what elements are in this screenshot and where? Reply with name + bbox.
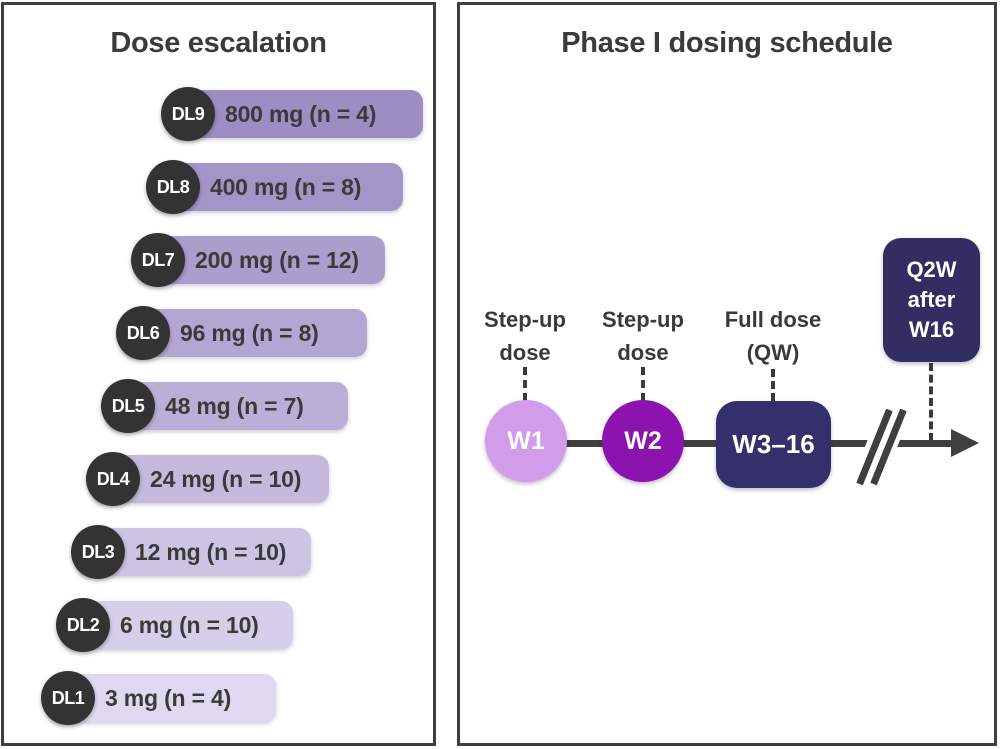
q2w-box-line: after <box>907 287 956 312</box>
timeline-arrowhead-icon <box>951 429 979 457</box>
dose-amount-label: 3 mg (n = 4) <box>105 685 232 711</box>
week1-label: W1 <box>507 426 545 455</box>
dashed-connector-line <box>641 367 645 401</box>
dose-level-badge: DL2 <box>56 598 110 652</box>
week2-node: W2 <box>602 400 684 482</box>
dose-amount-label: 400 mg (n = 8) <box>210 174 362 200</box>
q2w-after-w16-box: Q2W after W16 <box>883 238 980 362</box>
panel-dosing-schedule: Phase I dosing schedule Step-up dose Ste… <box>457 2 997 746</box>
dose-row: DL3 12 mg (n = 10) <box>71 525 311 579</box>
dose-row: DL2 6 mg (n = 10) <box>56 598 293 652</box>
annotation-full-dose-qw: Full dose (QW) <box>700 303 846 369</box>
dose-level-badge: DL9 <box>161 87 215 141</box>
week3-16-label: W3–16 <box>732 429 815 459</box>
annotation-line: Step-up <box>602 307 684 332</box>
q2w-box-line: W16 <box>908 317 955 342</box>
annotation-line: dose <box>499 340 551 365</box>
dose-level-badge: DL5 <box>101 379 155 433</box>
dashed-connector-line <box>771 369 775 401</box>
dose-level-badge: DL7 <box>131 233 185 287</box>
dose-escalation-title: Dose escalation <box>110 27 327 59</box>
dose-row: DL4 24 mg (n = 10) <box>86 452 329 506</box>
dose-row: DL9 800 mg (n = 4) <box>161 87 423 141</box>
week3-16-node: W3–16 <box>716 401 831 488</box>
dose-amount-label: 48 mg (n = 7) <box>165 393 304 419</box>
dose-amount-label: 12 mg (n = 10) <box>135 539 287 565</box>
dose-row: DL7 200 mg (n = 12) <box>131 233 385 287</box>
annotation-step-up-dose-1: Step-up dose <box>452 303 598 369</box>
q2w-box-line: Q2W <box>906 257 957 282</box>
dose-rows: DL9 800 mg (n = 4) DL8 400 mg (n = 8) DL… <box>4 5 433 743</box>
annotation-line: Step-up <box>484 307 566 332</box>
panel-dose-escalation: Dose escalation DL9 800 mg (n = 4) DL8 4… <box>1 2 436 746</box>
dose-level-badge: DL3 <box>71 525 125 579</box>
annotation-line: (QW) <box>746 340 800 365</box>
week2-label: W2 <box>624 426 662 455</box>
dose-level-badge: DL6 <box>116 306 170 360</box>
dose-row: DL5 48 mg (n = 7) <box>101 379 348 433</box>
dose-amount-label: 96 mg (n = 8) <box>180 320 319 346</box>
q2w-dashed-connector-line <box>929 363 933 441</box>
dose-level-badge: DL8 <box>146 160 200 214</box>
dose-row: DL1 3 mg (n = 4) <box>41 671 276 725</box>
dose-amount-label: 6 mg (n = 10) <box>120 612 259 638</box>
dose-row: DL8 400 mg (n = 8) <box>146 160 403 214</box>
dosing-schedule-title: Phase I dosing schedule <box>561 27 893 59</box>
dose-amount-label: 800 mg (n = 4) <box>225 101 377 127</box>
dose-row: DL6 96 mg (n = 8) <box>116 306 367 360</box>
dose-level-badge: DL4 <box>86 452 140 506</box>
annotation-step-up-dose-2: Step-up dose <box>570 303 716 369</box>
dose-amount-label: 24 mg (n = 10) <box>150 466 302 492</box>
week1-node: W1 <box>485 400 567 482</box>
dashed-connector-line <box>523 367 527 401</box>
annotation-line: dose <box>617 340 669 365</box>
annotation-line: Full dose <box>724 307 822 332</box>
dose-amount-label: 200 mg (n = 12) <box>195 247 359 273</box>
dose-level-badge: DL1 <box>41 671 95 725</box>
